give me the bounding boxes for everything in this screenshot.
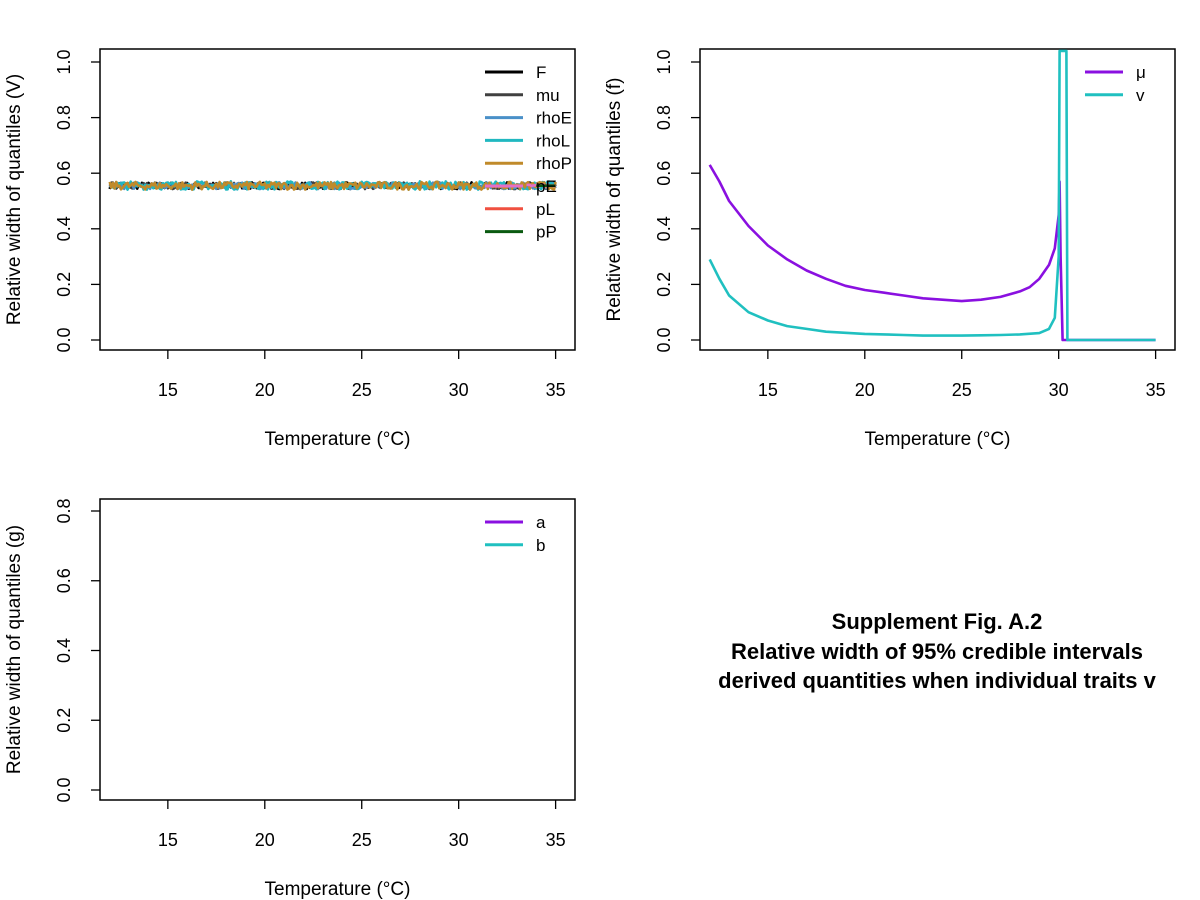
caption-line-3: derived quantities when individual trait… [718,668,1156,693]
y-axis-label: Relative width of quantiles (g) [4,525,25,774]
x-axis: 15 20 25 30 35 [158,350,566,400]
y-tick-label: 0.2 [54,708,74,733]
x-axis-label: Temperature (°C) [265,879,411,900]
x-tick-label: 25 [352,830,372,850]
y-tick-label: 0.4 [654,216,674,241]
legend-label: rhoL [536,131,570,150]
x-axis: 15 20 25 30 35 [158,800,566,850]
panel-V: 15 20 25 30 35 0.0 0.2 0.4 0.6 0.8 1.0 Temperature … [4,48,576,450]
series-line-rhoP [108,180,557,191]
legend: μv [1085,63,1146,105]
x-tick-label: 30 [449,830,469,850]
panel-f: 15 20 25 30 35 0.0 0.2 0.4 0.6 0.8 1.0 Temperature … [604,48,1176,450]
y-axis: 0.0 0.2 0.4 0.6 0.8 1.0 [54,49,100,353]
x-tick-label: 20 [855,380,875,400]
y-tick-label: 0.0 [54,327,74,352]
caption-line-2: Relative width of 95% credible intervals [731,639,1143,664]
caption-line-1: Supplement Fig. A.2 [832,609,1043,634]
y-axis: 0.0 0.2 0.4 0.6 0.8 1.0 [654,49,700,353]
y-tick-label: 1.0 [54,49,74,74]
figure-caption: Supplement Fig. A.2 Relative width of 95… [718,609,1156,693]
legend-label: v [1136,86,1145,105]
series-line-μ [708,164,1156,342]
x-tick-label: 30 [1049,380,1069,400]
y-tick-label: 0.8 [54,105,74,130]
legend-label: rhoE [536,109,572,128]
plot-frame [699,48,1176,351]
legend-label: pL [536,200,555,219]
y-tick-label: 0.8 [54,498,74,523]
x-tick-label: 25 [352,380,372,400]
legend-label: F [536,63,546,82]
y-axis-label: Relative width of quantiles (f) [604,78,625,322]
series-group [108,180,557,191]
y-axis-label: Relative width of quantiles (V) [4,74,25,325]
series-group [708,49,1156,342]
y-axis: 0.0 0.2 0.4 0.6 0.8 [54,498,100,803]
plot-frame [99,48,576,351]
x-axis: 15 20 25 30 35 [758,350,1166,400]
y-tick-label: 0.6 [654,161,674,186]
plot-frame [99,498,576,801]
y-tick-label: 0.0 [654,327,674,352]
y-tick-label: 1.0 [654,49,674,74]
x-tick-label: 25 [952,380,972,400]
legend-label: a [536,513,546,532]
legend-label: pP [536,223,557,242]
y-tick-label: 0.6 [54,568,74,593]
x-tick-label: 20 [255,380,275,400]
y-tick-label: 0.0 [54,777,74,802]
legend-label: rhoP [536,154,572,173]
x-tick-label: 20 [255,830,275,850]
x-tick-label: 15 [158,380,178,400]
y-tick-label: 0.4 [54,638,74,663]
x-tick-label: 15 [158,830,178,850]
legend-label: mu [536,86,560,105]
legend: Fmu rhoE rhoL rhoP pE pL pP [485,63,572,242]
y-tick-label: 0.2 [54,272,74,297]
series-line-v [708,49,1156,342]
x-tick-label: 35 [546,830,566,850]
legend-label: b [536,536,545,555]
legend-label: pE [536,177,557,196]
x-tick-label: 30 [449,380,469,400]
y-tick-label: 0.8 [654,105,674,130]
legend: ab [485,513,546,555]
panel-g: 15 20 25 30 35 0.0 0.2 0.4 0.6 0.8 Temperature (°C… [4,498,576,900]
legend-label: μ [1136,63,1146,82]
x-tick-label: 35 [1146,380,1166,400]
x-tick-label: 35 [546,380,566,400]
chart-panels: 15 20 25 30 35 0.0 0.2 0.4 0.6 0.8 1.0 Temperature … [4,48,1176,900]
y-tick-label: 0.4 [54,216,74,241]
y-tick-label: 0.6 [54,161,74,186]
x-tick-label: 15 [758,380,778,400]
x-axis-label: Temperature (°C) [865,429,1011,450]
x-axis-label: Temperature (°C) [265,429,411,450]
y-tick-label: 0.2 [654,272,674,297]
